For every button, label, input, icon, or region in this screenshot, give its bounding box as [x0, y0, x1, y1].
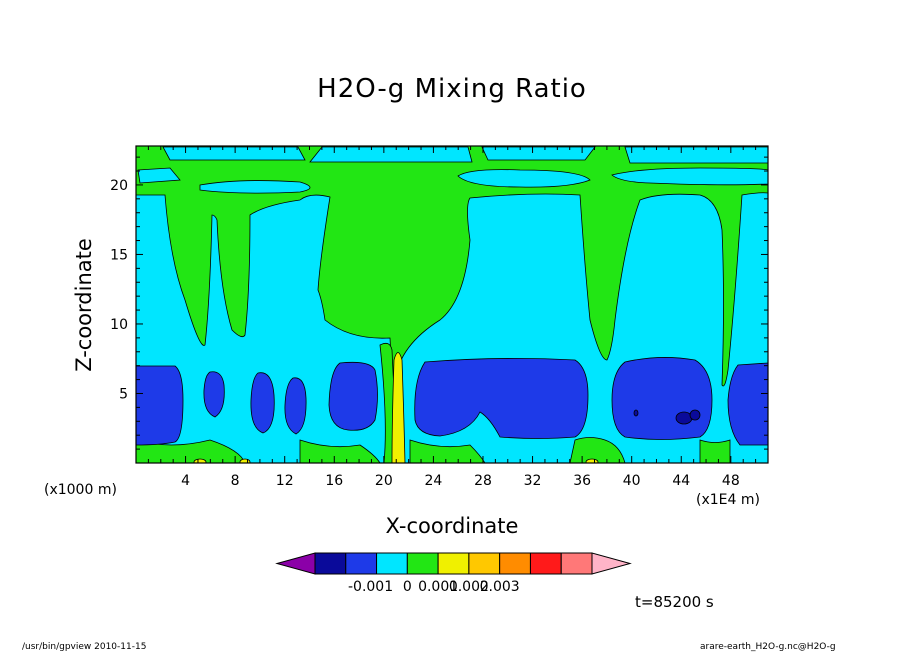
- time-annotation: t=85200 s: [635, 593, 714, 611]
- blue-cell: [328, 361, 378, 431]
- x-unit-left: (x1000 m): [44, 482, 117, 498]
- cyan-band: [199, 180, 311, 194]
- blue-cell: [414, 358, 589, 439]
- colorbar-swatch: [345, 552, 378, 575]
- colorbar-swatch: [560, 552, 593, 575]
- x-tick-label: 12: [276, 473, 294, 489]
- cyan-band: [457, 169, 591, 188]
- plot-frame: [135, 145, 769, 464]
- colorbar-swatch: [437, 552, 470, 575]
- x-tick-label: 48: [722, 473, 740, 489]
- colorbar-swatch: [406, 552, 439, 575]
- colorbar-high-arrow: [591, 552, 632, 575]
- x-tick-label: 16: [325, 473, 343, 489]
- cyan-band: [624, 146, 768, 164]
- colorbar-tick-label: 0.003: [480, 579, 520, 595]
- colorbar-swatch: [376, 552, 408, 575]
- x-tick-label: 24: [424, 473, 442, 489]
- x-tick-label: 44: [672, 473, 690, 489]
- colorbar-swatch: [468, 552, 501, 575]
- green-plume: [569, 437, 626, 463]
- y-tick-label: 5: [119, 386, 128, 402]
- x-tick-label: 40: [623, 473, 641, 489]
- x-tick-label: 28: [474, 473, 492, 489]
- cyan-band: [481, 146, 596, 161]
- blue-cell: [203, 371, 225, 418]
- darkblue-spot: [675, 411, 693, 425]
- colorbar-swatch: [499, 552, 531, 575]
- blue-cell: [136, 365, 184, 446]
- darkblue-spot: [689, 409, 701, 421]
- cyan-band: [162, 146, 306, 161]
- colorbar-low-arrow: [275, 552, 316, 575]
- colorbar-swatch: [314, 552, 347, 575]
- blue-cell: [727, 362, 768, 446]
- darkblue-spot: [633, 409, 639, 417]
- x-axis-label: X-coordinate: [385, 514, 519, 538]
- yellow-plume: [391, 352, 406, 463]
- x-tick-label: 36: [573, 473, 591, 489]
- cyan-band: [309, 146, 473, 163]
- green-plume: [409, 439, 486, 463]
- y-tick-label: 20: [110, 178, 128, 194]
- blue-cell: [250, 372, 275, 434]
- colorbar-tick-label: 0.002: [449, 579, 489, 595]
- cyan-band: [611, 167, 768, 186]
- green-plume: [299, 439, 381, 463]
- footer-file: arare-earth_H2O-g.nc@H2O-g: [700, 642, 836, 652]
- yellow-spot: [239, 458, 251, 463]
- y-tick-label: 15: [110, 247, 128, 263]
- blue-cell: [611, 357, 713, 440]
- x-unit-right: (x1E4 m): [696, 492, 760, 508]
- colorbar-tick-label: 0: [403, 579, 412, 595]
- x-tick-label: 20: [375, 473, 393, 489]
- yellow-spot: [193, 458, 207, 463]
- colorbar-swatch: [529, 552, 562, 575]
- x-tick-label: 32: [524, 473, 542, 489]
- contour-field: [136, 146, 768, 463]
- x-tick-label: 4: [181, 473, 190, 489]
- green-plume: [699, 439, 731, 463]
- colorbar-tick-label: 0.001: [418, 579, 458, 595]
- footer-command: /usr/bin/gpview 2010-11-15: [22, 642, 147, 652]
- y-tick-label: 10: [110, 317, 128, 333]
- y-axis-label: Z-coordinate: [72, 238, 96, 372]
- colorbar-tick-label: -0.001: [348, 579, 393, 595]
- chart-title: H2O-g Mixing Ratio: [317, 74, 587, 104]
- yellow-spot: [585, 458, 599, 463]
- blue-cell: [284, 377, 307, 435]
- x-tick-label: 8: [231, 473, 240, 489]
- cyan-band: [137, 167, 181, 184]
